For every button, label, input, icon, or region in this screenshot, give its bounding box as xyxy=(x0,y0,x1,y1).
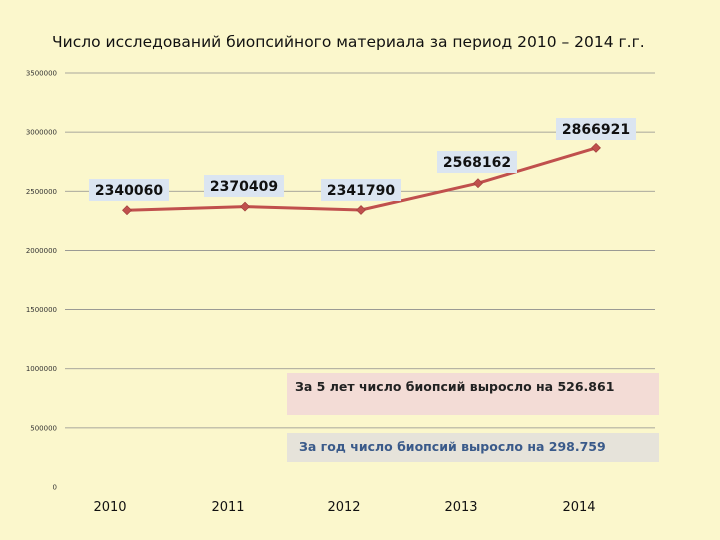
y-tick-label: 2000000 xyxy=(26,247,57,255)
y-tick-label: 500000 xyxy=(30,424,57,432)
data-label: 2866921 xyxy=(562,122,630,138)
series-markers xyxy=(122,142,601,216)
data-label-box xyxy=(437,151,517,173)
data-point-marker xyxy=(356,205,366,215)
data-label: 2341790 xyxy=(327,183,395,199)
y-tick-label: 2500000 xyxy=(26,188,57,196)
y-axis-ticks: 0 500000 1000000 1500000 2000000 2500000 30000… xyxy=(26,70,57,492)
data-label-box xyxy=(321,179,401,201)
x-tick-label: 2011 xyxy=(211,500,244,515)
chart-title: Число исследований биопсийного материала… xyxy=(52,33,645,51)
y-tick-label: 3000000 xyxy=(26,129,57,137)
data-point-marker xyxy=(591,142,601,153)
data-label: 2568162 xyxy=(443,155,511,171)
x-tick-label: 2012 xyxy=(327,500,360,515)
data-labels: 2340060 2370409 2341790 2568162 2866921 xyxy=(89,118,636,201)
y-tick-label: 0 xyxy=(53,484,57,492)
data-point-marker xyxy=(122,205,132,216)
data-label: 2340060 xyxy=(95,183,163,199)
x-tick-label: 2013 xyxy=(444,500,477,515)
one-year-growth-note: За год число биопсий выросло на 298.759 xyxy=(287,433,659,462)
y-tick-label: 1000000 xyxy=(26,365,57,373)
five-year-growth-note: За 5 лет число биопсий выросло на 526.86… xyxy=(287,373,659,415)
data-label-box xyxy=(556,118,636,140)
y-tick-label: 3500000 xyxy=(26,70,57,78)
data-label-box xyxy=(204,175,284,197)
data-label: 2370409 xyxy=(210,179,278,195)
x-tick-label: 2014 xyxy=(562,500,595,515)
data-point-marker xyxy=(240,201,250,212)
y-tick-label: 1500000 xyxy=(26,306,57,314)
x-axis-ticks: 2010 2011 2012 2013 2014 xyxy=(93,500,595,515)
data-point-marker xyxy=(473,178,483,189)
data-label-box xyxy=(89,179,169,201)
x-tick-label: 2010 xyxy=(93,500,126,515)
